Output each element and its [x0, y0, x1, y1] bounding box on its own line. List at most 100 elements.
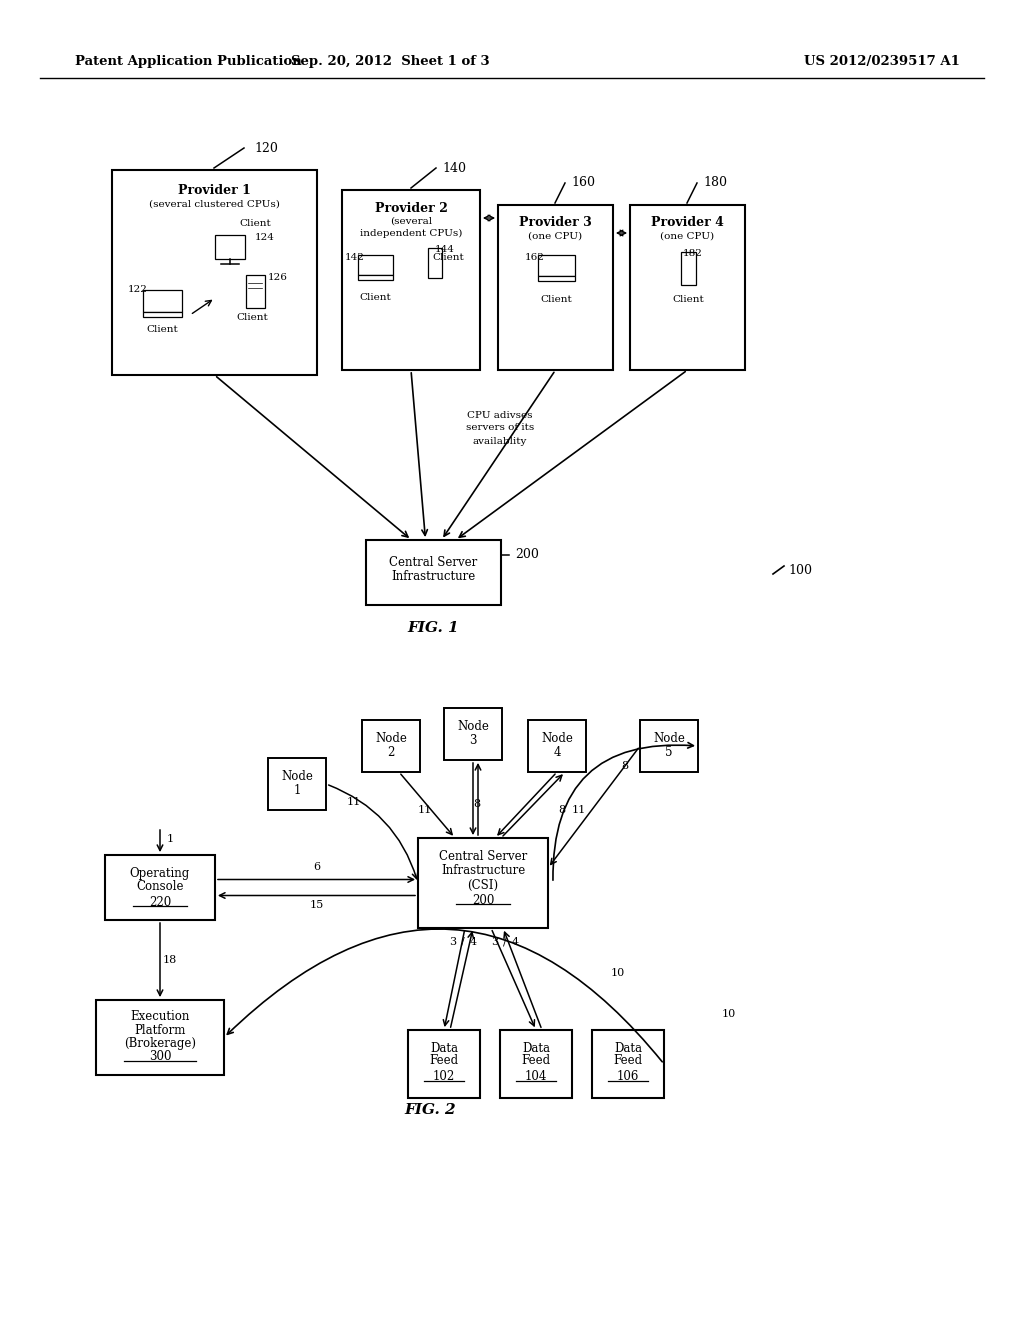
Text: Feed: Feed — [521, 1055, 551, 1068]
Text: (several: (several — [390, 216, 432, 226]
Text: 1: 1 — [293, 784, 301, 797]
Text: 5: 5 — [666, 747, 673, 759]
Text: 100: 100 — [788, 564, 812, 577]
Text: 15: 15 — [309, 900, 324, 911]
Text: Provider 1: Provider 1 — [178, 183, 251, 197]
Text: 180: 180 — [703, 177, 727, 190]
Text: 140: 140 — [442, 161, 466, 174]
Text: Client: Client — [432, 253, 464, 263]
Text: Node: Node — [653, 731, 685, 744]
Bar — [408, 1030, 480, 1098]
Text: 4: 4 — [469, 937, 476, 946]
Text: 6: 6 — [313, 862, 321, 873]
Text: Client: Client — [240, 219, 271, 227]
Text: Node: Node — [457, 719, 488, 733]
Bar — [538, 255, 575, 276]
Bar — [215, 235, 245, 259]
Text: Infrastructure: Infrastructure — [441, 865, 525, 878]
Text: (CSI): (CSI) — [467, 879, 499, 891]
Text: (one CPU): (one CPU) — [528, 231, 583, 240]
Text: Data: Data — [614, 1041, 642, 1055]
Text: availablity: availablity — [473, 437, 527, 446]
Bar — [630, 205, 745, 370]
Text: /: / — [503, 937, 507, 946]
Bar — [358, 255, 393, 275]
Text: 160: 160 — [571, 177, 595, 190]
Text: 4: 4 — [511, 937, 518, 946]
Text: 4: 4 — [553, 747, 561, 759]
Text: Node: Node — [281, 770, 313, 783]
Text: Feed: Feed — [613, 1055, 643, 1068]
Bar — [342, 190, 480, 370]
Text: 182: 182 — [683, 249, 702, 259]
Text: Client: Client — [146, 326, 178, 334]
Text: Sep. 20, 2012  Sheet 1 of 3: Sep. 20, 2012 Sheet 1 of 3 — [291, 55, 489, 69]
Text: 122: 122 — [128, 285, 147, 294]
Text: US 2012/0239517 A1: US 2012/0239517 A1 — [804, 55, 961, 69]
Text: 200: 200 — [515, 549, 539, 561]
Text: (one CPU): (one CPU) — [660, 231, 715, 240]
Bar — [366, 540, 501, 605]
Text: 124: 124 — [255, 234, 274, 243]
Bar — [528, 719, 586, 772]
Text: Data: Data — [430, 1041, 458, 1055]
Text: 18: 18 — [163, 954, 177, 965]
Text: Infrastructure: Infrastructure — [391, 570, 475, 583]
Text: 8: 8 — [558, 805, 565, 814]
Text: Execution: Execution — [130, 1011, 189, 1023]
Text: 10: 10 — [611, 968, 625, 978]
Text: 300: 300 — [148, 1051, 171, 1064]
Text: /: / — [461, 937, 465, 946]
Text: 102: 102 — [433, 1071, 455, 1084]
Text: Client: Client — [237, 314, 268, 322]
Text: Provider 3: Provider 3 — [519, 216, 592, 230]
Bar — [246, 275, 265, 308]
Bar — [592, 1030, 664, 1098]
Text: FIG. 2: FIG. 2 — [404, 1104, 456, 1117]
Bar — [444, 708, 502, 760]
Text: 11: 11 — [347, 797, 361, 807]
Text: Provider 2: Provider 2 — [375, 202, 447, 214]
Text: 120: 120 — [254, 141, 278, 154]
Text: 200: 200 — [472, 894, 495, 907]
Text: Node: Node — [541, 731, 573, 744]
Text: 8: 8 — [473, 799, 480, 809]
Text: independent CPUs): independent CPUs) — [359, 228, 462, 238]
Text: Provider 4: Provider 4 — [651, 216, 724, 230]
Text: Operating: Operating — [130, 866, 190, 879]
Text: 11: 11 — [571, 805, 586, 814]
Text: (Brokerage): (Brokerage) — [124, 1036, 196, 1049]
Text: Central Server: Central Server — [389, 556, 477, 569]
Text: FIG. 1: FIG. 1 — [408, 620, 459, 635]
Bar — [640, 719, 698, 772]
Text: 126: 126 — [268, 273, 288, 282]
Bar — [500, 1030, 572, 1098]
Text: Data: Data — [522, 1041, 550, 1055]
Bar — [681, 252, 696, 285]
Text: Platform: Platform — [134, 1023, 185, 1036]
Text: Central Server: Central Server — [439, 850, 527, 863]
Text: Client: Client — [540, 296, 571, 305]
Text: Console: Console — [136, 879, 183, 892]
Text: 8: 8 — [622, 762, 629, 771]
Text: 104: 104 — [525, 1071, 547, 1084]
Bar — [112, 170, 317, 375]
Text: Node: Node — [375, 731, 407, 744]
Bar — [538, 276, 575, 281]
Bar — [358, 275, 393, 280]
Text: 3: 3 — [450, 937, 457, 946]
Text: servers of its: servers of its — [466, 424, 535, 433]
Text: Patent Application Publication: Patent Application Publication — [75, 55, 302, 69]
Bar — [498, 205, 613, 370]
Text: (several clustered CPUs): (several clustered CPUs) — [150, 199, 280, 209]
Text: 10: 10 — [722, 1008, 736, 1019]
Text: 1: 1 — [167, 834, 173, 843]
Text: Client: Client — [672, 296, 703, 305]
Text: Client: Client — [359, 293, 391, 302]
Text: 3: 3 — [469, 734, 477, 747]
Bar — [143, 290, 182, 312]
Bar — [96, 1001, 224, 1074]
Bar — [268, 758, 326, 810]
Bar — [362, 719, 420, 772]
Text: 142: 142 — [345, 253, 365, 263]
